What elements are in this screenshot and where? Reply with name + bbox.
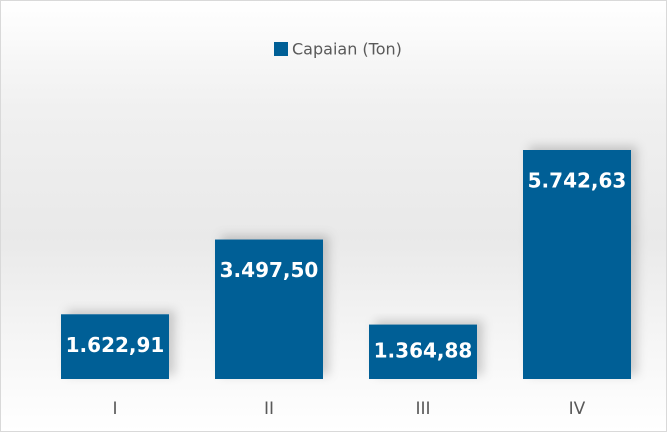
- bar: [369, 324, 477, 379]
- data-label: 5.742,63: [528, 169, 627, 193]
- legend-label: Capaian (Ton): [292, 40, 402, 59]
- x-tick-label: III: [415, 399, 430, 419]
- bar: [215, 239, 323, 379]
- x-tick-label: IV: [569, 399, 586, 419]
- legend-swatch: [274, 42, 288, 56]
- bar: [61, 314, 169, 379]
- x-tick-label: II: [264, 399, 274, 419]
- data-label: 1.364,88: [374, 338, 473, 362]
- data-label: 1.622,91: [66, 333, 165, 357]
- bar: [523, 150, 631, 379]
- x-tick-label: I: [112, 399, 117, 419]
- data-label: 3.497,50: [220, 258, 319, 282]
